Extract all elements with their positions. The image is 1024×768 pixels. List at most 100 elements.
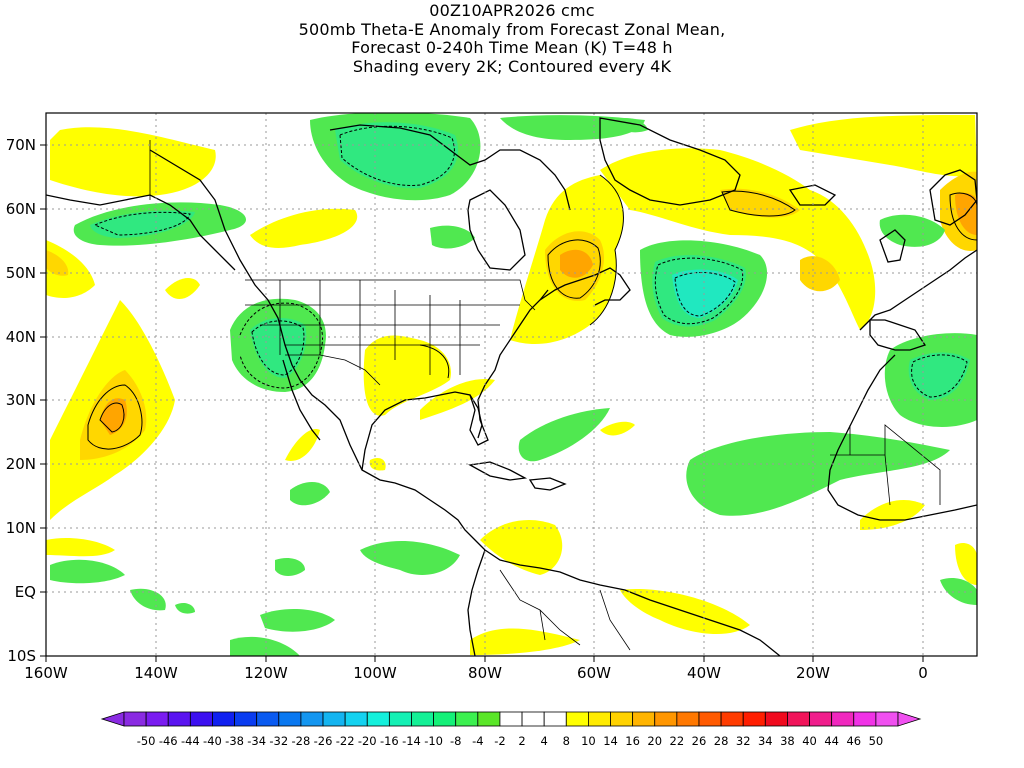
negative-region	[50, 559, 125, 584]
lat-label: 10S	[7, 647, 36, 665]
lon-label: 20W	[796, 664, 830, 682]
negative-contour-line	[911, 354, 968, 398]
negative-region	[275, 558, 305, 576]
lat-label: 50N	[6, 264, 36, 282]
colorbar-label: 28	[714, 734, 729, 748]
title-line-2: 500mb Theta-E Anomaly from Forecast Zona…	[298, 19, 726, 39]
colorbar-label: 38	[780, 734, 795, 748]
colorbar-swatch	[764, 711, 788, 727]
colorbar-swatch	[720, 711, 744, 727]
colorbar-swatch	[521, 711, 545, 727]
colorbar-label: -28	[292, 734, 311, 748]
colorbar-swatch	[853, 711, 877, 727]
colorbar-label: 32	[736, 734, 751, 748]
colorbar-label: -14	[402, 734, 421, 748]
colorbar-swatch	[145, 711, 169, 727]
colorbar-label: 16	[625, 734, 640, 748]
negative-region	[290, 481, 330, 506]
colorbar-swatch	[698, 711, 722, 727]
colorbar-label: 8	[563, 734, 570, 748]
colorbar-label: -20	[358, 734, 377, 748]
colorbar-swatch	[588, 711, 611, 727]
colorbar-swatch	[809, 711, 833, 727]
colorbar-label: -34	[247, 734, 266, 748]
colorbar-label: -8	[450, 734, 461, 748]
positive-region	[720, 188, 800, 218]
map-frame	[45, 112, 978, 657]
negative-region	[672, 269, 738, 318]
positive-region	[600, 421, 635, 436]
colorbar-swatch	[189, 711, 213, 727]
positive-region	[955, 543, 977, 585]
negative-contour-line	[654, 257, 744, 325]
colorbar-label: 46	[846, 734, 861, 748]
positive-region	[285, 429, 320, 461]
colorbar-label: -40	[203, 734, 222, 748]
south-america-coast	[484, 549, 781, 656]
colorbar-label: 4	[541, 734, 548, 748]
colorbar-label: 20	[647, 734, 662, 748]
colorbar-label: 10	[581, 734, 596, 748]
colorbar-label: 14	[603, 734, 618, 748]
positive-region	[600, 148, 876, 330]
arctic-islands	[329, 124, 571, 211]
positive-region	[46, 240, 95, 298]
negative-region	[430, 225, 475, 249]
us-mexico-border	[285, 354, 381, 386]
positive-region	[46, 538, 115, 557]
colorbar-label: -44	[181, 734, 200, 748]
title-line-4: Shading every 2K; Contoured every 4K	[352, 56, 672, 76]
colorbar-label: 2	[518, 734, 525, 748]
us-canada-border	[245, 279, 536, 311]
colorbar-swatch	[676, 711, 700, 727]
cuba	[468, 461, 528, 481]
negative-region	[879, 214, 945, 247]
colorbar-swatch	[212, 711, 235, 727]
lat-label: 20N	[6, 455, 36, 473]
contour-line	[721, 190, 796, 217]
colorbar-label: -4	[472, 734, 483, 748]
europe-coast	[859, 249, 977, 331]
scandinavia	[929, 169, 977, 226]
positive-region	[560, 249, 593, 278]
colorbar-swatch	[455, 711, 479, 727]
negative-region	[518, 408, 610, 462]
negative-region	[908, 352, 970, 400]
latitude-labels: 70N 60N 50N 40N 30N 20N 10N EQ 10S	[6, 136, 36, 665]
colorbar-swatch	[322, 711, 346, 727]
colorbar-label: -46	[159, 734, 178, 748]
anomaly-shading	[46, 113, 977, 656]
africa-borders	[830, 424, 941, 506]
colorbar-swatch	[499, 711, 523, 727]
colorbar-label: -2	[494, 734, 505, 748]
positive-region	[470, 628, 580, 655]
contour-line	[589, 174, 624, 326]
negative-region	[230, 636, 300, 656]
colorbar-label: 44	[824, 734, 839, 748]
negative-region	[250, 318, 307, 378]
contour-line	[419, 344, 450, 379]
colorbar-label: -50	[137, 734, 156, 748]
iberia	[869, 319, 927, 351]
east-canada-coast	[539, 267, 631, 306]
longitude-labels: 160W 140W 120W 100W 80W 60W 40W 20W 0	[24, 664, 928, 682]
contour-line	[99, 402, 125, 433]
lon-label: 100W	[353, 664, 397, 682]
colorbar-swatch	[344, 711, 368, 727]
positive-region	[420, 379, 495, 420]
colorbar-swatch	[234, 711, 258, 727]
colorbar-swatch	[632, 711, 656, 727]
south-america-west	[467, 549, 486, 656]
hispaniola	[528, 477, 567, 491]
colorbar-swatch	[565, 711, 589, 727]
colorbar-swatch	[123, 711, 147, 727]
positive-region	[480, 520, 563, 575]
colorbar-label: 22	[670, 734, 685, 748]
positive-region	[860, 500, 925, 530]
positive-region	[250, 208, 358, 248]
colorbar-swatch	[411, 711, 435, 727]
colorbar-swatch	[388, 711, 412, 727]
colorbar-swatch	[787, 711, 810, 727]
positive-region	[790, 115, 977, 177]
negative-region	[686, 432, 950, 516]
